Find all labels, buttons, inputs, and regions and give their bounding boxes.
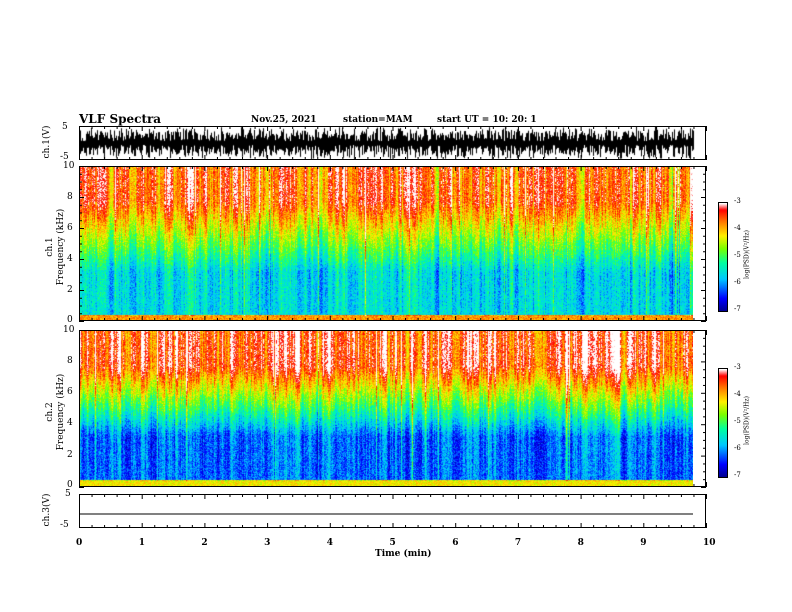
ch2-colorbar-label: log(PSD)(V²/Hz) [743,396,751,445]
ch2-cbar-tick-m5: -5 [734,417,741,425]
chart-title: VLF Spectra [79,112,162,126]
ch1-waveform-trace [80,127,705,159]
x-tick-label: 3 [264,538,271,548]
x-tick-label: 5 [389,538,396,548]
ch1-cbar-tick-m4: -4 [734,224,741,232]
ch2-ytick-8: 8 [67,356,73,366]
x-tick-label: 1 [138,538,145,548]
ch2-ytick-4: 4 [67,418,73,428]
ch2-spectrogram-frame [79,330,706,487]
ch1-spectrogram [79,166,693,321]
station-label: station=MAM [343,115,413,125]
ch2-ytick-10: 10 [63,325,75,335]
ch3-waveform-ylabel: ch.3(V) [42,493,52,527]
x-tick-label: 6 [452,538,459,548]
ch1-ytick-4: 4 [67,254,73,264]
ch1-cbar-tick-m5: -5 [734,251,741,259]
ch1-cbar-tick-m3: -3 [734,197,741,205]
ch2-ytick-6: 6 [67,387,73,397]
ch1-spectrogram-ylabel: ch.1 Frequency (kHz) [45,208,66,286]
x-axis-label: Time (min) [375,549,432,559]
ch1-colorbar-label: log(PSD)(V²/Hz) [743,230,751,279]
x-tick-label: 4 [326,538,334,548]
date-label: Nov.25, 2021 [251,115,317,125]
x-tick-label: 0 [76,538,83,548]
ch3-ytick-5: 5 [65,489,71,499]
ch1-ytick-8: 8 [67,192,73,202]
ch1-cbar-tick-m6: -6 [734,278,741,286]
ch3-waveform-trace [80,513,693,515]
ch3-ytick-m5: -5 [60,520,69,530]
ch1-ytick-0: 0 [67,315,73,325]
ch2-ytick-0: 0 [67,480,73,490]
ch1-ytick-bottom: -5 [60,152,69,162]
ch2-spectrogram [79,330,693,486]
x-tick-label: 8 [577,538,584,548]
ch1-waveform-panel [79,126,706,160]
ch1-colorbar [718,202,728,312]
ch1-cbar-tick-m7: -7 [734,305,741,313]
x-tick-label: 7 [514,538,522,548]
ch2-spectrogram-ylabel: ch.2 Frequency (kHz) [45,373,66,451]
ch3-waveform-panel [79,494,706,528]
x-tick-label: 10 [703,538,716,548]
ch2-cbar-tick-m6: -6 [734,444,741,452]
ch1-ytick-2: 2 [67,285,73,295]
x-tick-label: 9 [640,538,647,548]
start-time-label: start UT = 10: 20: 1 [437,115,537,125]
ch2-cbar-tick-m4: -4 [734,390,741,398]
ch2-cbar-tick-m7: -7 [734,471,741,479]
ch2-cbar-tick-m3: -3 [734,363,741,371]
x-tick-label: 2 [201,538,208,548]
ch2-colorbar [718,368,728,478]
ch1-ytick-top: 5 [62,122,68,132]
ch2-ytick-2: 2 [67,450,73,460]
ch1-ytick-10: 10 [63,161,75,171]
ch1-ytick-6: 6 [67,223,73,233]
